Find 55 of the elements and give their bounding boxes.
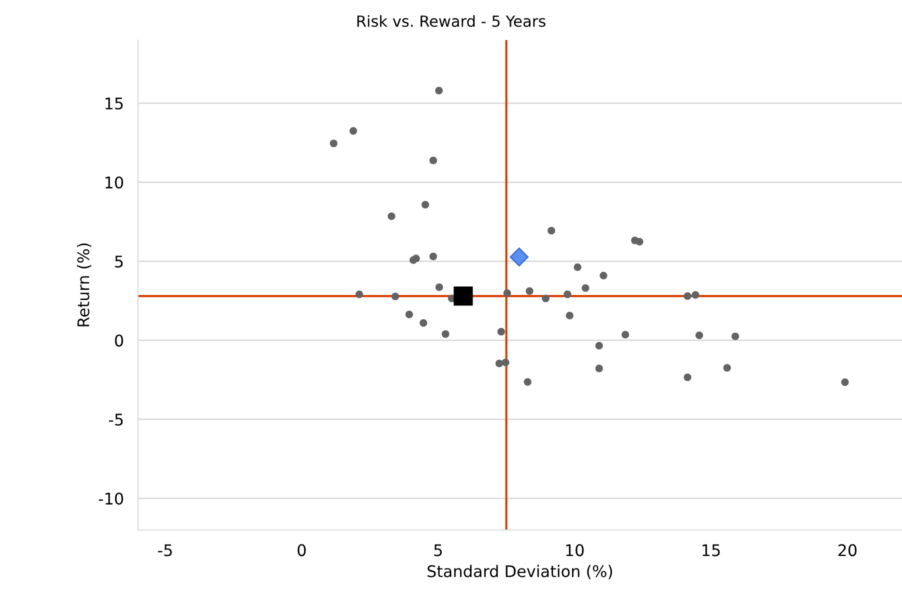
- point: [420, 319, 428, 327]
- point: [574, 263, 582, 271]
- point: [582, 284, 590, 292]
- point: [502, 358, 510, 366]
- point: [503, 289, 511, 297]
- point: [542, 294, 550, 302]
- chart-title: Risk vs. Reward - 5 Years: [357, 15, 546, 27]
- y-tick-label: -10: [98, 492, 124, 505]
- point: [564, 290, 572, 298]
- x-tick-label: 10: [566, 544, 584, 556]
- point: [695, 331, 704, 340]
- point: [388, 212, 396, 220]
- point: [405, 310, 414, 318]
- point: [497, 328, 505, 336]
- y-tick-label: 15: [106, 98, 123, 110]
- y-tick-label: 5: [115, 256, 123, 268]
- point: [392, 292, 400, 300]
- x-tick-label: 15: [702, 544, 720, 556]
- point: [731, 332, 740, 340]
- y-tick-label: 0: [115, 334, 124, 347]
- x-tick-label: -5: [158, 544, 172, 556]
- point: [622, 330, 630, 338]
- point: [684, 292, 692, 300]
- point: [841, 378, 849, 386]
- x-tick-label: 20: [838, 544, 857, 556]
- point: [566, 312, 574, 320]
- point: [524, 378, 532, 386]
- point: [429, 252, 438, 260]
- point: [349, 127, 358, 135]
- y-tick-label: -5: [108, 414, 123, 426]
- point: [600, 272, 608, 280]
- point: [442, 330, 450, 338]
- point: [636, 238, 644, 246]
- point: [692, 291, 700, 299]
- point: [595, 342, 603, 350]
- x-tick-label: 5: [434, 544, 442, 556]
- point: [330, 140, 338, 148]
- point: [355, 290, 364, 298]
- point: [454, 286, 473, 306]
- point: [495, 360, 504, 368]
- point: [412, 254, 420, 262]
- point: [429, 156, 438, 164]
- point: [526, 287, 534, 295]
- point: [435, 86, 443, 94]
- point: [595, 364, 603, 372]
- y-axis-title: Return (%): [77, 244, 92, 326]
- x-tick-label: 0: [298, 544, 306, 556]
- point: [510, 248, 529, 266]
- point: [548, 226, 556, 234]
- x-axis-title: Standard Deviation (%): [428, 564, 612, 580]
- point: [422, 200, 430, 209]
- point: [684, 374, 692, 382]
- point: [435, 283, 444, 292]
- y-tick-label: 10: [106, 176, 124, 189]
- point: [723, 364, 731, 372]
